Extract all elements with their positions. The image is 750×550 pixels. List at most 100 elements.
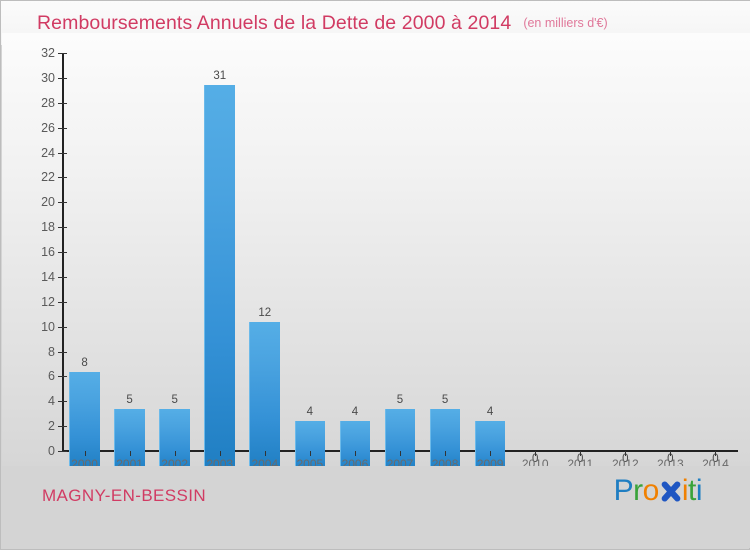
y-axis-label: 8: [48, 344, 55, 359]
x-axis-tick: [535, 451, 537, 456]
y-axis-label: 2: [48, 419, 55, 434]
bar-2000[interactable]: [69, 371, 100, 471]
y-axis-label: 6: [48, 369, 55, 384]
x-axis-tick: [670, 451, 672, 456]
bar-value-label: 4: [486, 406, 494, 419]
y-axis-tick: [58, 227, 67, 229]
bar-slot: 8: [69, 73, 100, 471]
y-axis-tick: [58, 252, 67, 253]
y-axis-tick: [58, 102, 67, 104]
bar-value-label: 0: [712, 453, 719, 465]
bar-value-label: 5: [441, 393, 449, 406]
y-axis-label: 16: [41, 245, 55, 259]
x-cross-icon: [659, 479, 682, 504]
x-axis-tick: [580, 451, 582, 456]
bar-slot: 0: [700, 73, 731, 471]
bar-value-label: 0: [622, 453, 629, 465]
x-axis-tick: [264, 451, 266, 456]
logo-letter-i2: i: [695, 474, 703, 507]
y-axis-tick: [58, 426, 67, 428]
bar-slot: 4: [474, 73, 506, 471]
bar-value-label: 31: [213, 70, 227, 83]
y-axis-label: 32: [41, 46, 55, 60]
bar-slot: 5: [384, 73, 416, 471]
proxiti-logo[interactable]: Pro iti: [613, 474, 703, 508]
y-axis-label: 18: [41, 220, 55, 235]
page-title: Remboursements Annuels de la Dette de 20…: [37, 11, 512, 34]
bar-2005[interactable]: [294, 421, 326, 471]
chart-subtitle: (en milliers d'€): [523, 16, 608, 30]
bar-value-label: 8: [81, 356, 88, 369]
x-axis-tick: [84, 451, 86, 456]
y-axis-tick: [58, 276, 67, 278]
y-axis-tick: [58, 77, 67, 79]
bar-slot: 5: [429, 73, 461, 471]
y-axis-label: 26: [41, 120, 55, 135]
chart-panel: 0 2 4 6 8 10 12 14 16 18 20 22 24 26 28 30 32 8 5 5 31 12 4 4 5…: [2, 33, 750, 471]
bar-2008[interactable]: [429, 408, 461, 471]
logo-letter-o: o: [642, 474, 660, 507]
bar-slot: 4: [339, 73, 371, 471]
x-axis-tick: [445, 451, 447, 456]
bar-value-label: 5: [171, 393, 178, 406]
x-axis-tick: [219, 451, 221, 456]
bar-slot: 0: [519, 73, 551, 471]
y-axis-tick: [58, 202, 67, 204]
x-axis-tick: [309, 451, 311, 456]
commune-name: MAGNY-EN-BESSIN: [42, 486, 207, 505]
bar-slot: 5: [114, 73, 145, 471]
y-axis-label: 10: [41, 319, 55, 334]
logo-letter-i1: i: [681, 474, 689, 507]
bar-slot: 12: [249, 73, 281, 471]
logo-letter-r: r: [633, 474, 643, 507]
bar-slot: 5: [159, 73, 190, 471]
bar-2001[interactable]: [114, 408, 145, 471]
bar-slot: 0: [564, 73, 596, 471]
bar-slot: 4: [294, 73, 326, 471]
x-axis-tick: [174, 451, 176, 456]
logo-letter-p: P: [613, 474, 634, 507]
x-axis-tick: [625, 451, 627, 456]
y-axis-tick: [58, 127, 67, 129]
y-axis-tick: [58, 177, 67, 179]
x-axis-tick: [129, 451, 131, 456]
bar-value-label: 4: [351, 406, 359, 419]
y-axis-tick: [58, 401, 67, 403]
y-axis-label: 14: [41, 269, 55, 284]
y-axis-tick: [58, 326, 67, 328]
y-axis-label: 30: [41, 70, 55, 85]
bar-value-label: 5: [126, 393, 133, 406]
y-axis-label: 20: [41, 195, 55, 210]
footer: MAGNY-EN-BESSIN Pro iti: [2, 466, 750, 548]
bar-2007[interactable]: [384, 408, 416, 471]
y-axis-label: 22: [41, 170, 55, 185]
bar-2009[interactable]: [474, 421, 506, 471]
x-axis-tick: [490, 451, 492, 456]
y-axis-label: 24: [41, 145, 55, 160]
bar-2003[interactable]: [204, 85, 236, 471]
bar-value-label: 4: [306, 406, 314, 419]
bar-2004[interactable]: [249, 321, 281, 471]
x-axis-tick: [400, 451, 401, 456]
y-axis-tick: [58, 351, 67, 353]
y-axis-label: 12: [41, 294, 55, 309]
bar-value-label: 0: [531, 453, 539, 465]
logo-letter-t: t: [687, 474, 696, 507]
y-axis-tick: [58, 451, 67, 452]
x-axis-tick: [354, 451, 356, 456]
y-axis-label: 4: [48, 394, 55, 409]
bar-value-label: 12: [258, 306, 272, 319]
bar-value-label: 0: [577, 453, 584, 465]
bar-slot: 0: [655, 73, 686, 471]
y-axis-label: 0: [48, 444, 55, 458]
y-axis-tick: [58, 53, 67, 54]
bar-2006[interactable]: [339, 421, 371, 471]
x-axis-tick: [715, 451, 717, 456]
bar-slot: 0: [610, 73, 641, 471]
bar-2002[interactable]: [159, 408, 190, 471]
bar-slot: 31: [204, 70, 236, 471]
y-axis-label: 28: [41, 95, 55, 110]
y-axis-tick: [58, 301, 67, 303]
y-axis-tick: [58, 152, 67, 154]
